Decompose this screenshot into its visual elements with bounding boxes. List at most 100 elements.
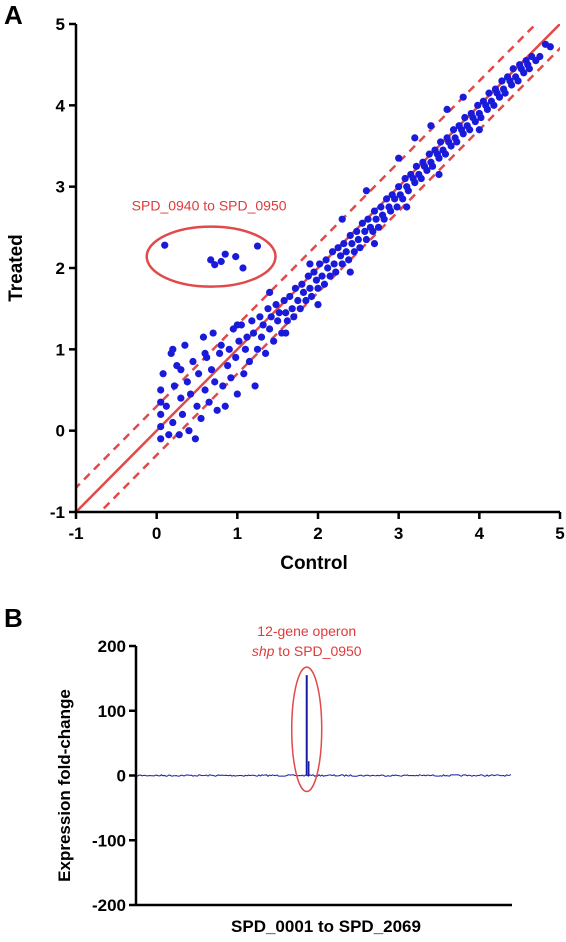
data-point <box>336 252 345 260</box>
data-point <box>346 268 354 276</box>
x-tick-label: 3 <box>394 524 403 543</box>
data-point <box>235 337 243 345</box>
data-point <box>508 81 516 89</box>
data-point <box>267 313 275 321</box>
data-point <box>264 305 272 313</box>
outlier-point <box>253 242 262 250</box>
data-point <box>346 231 354 240</box>
data-point <box>395 154 403 162</box>
data-point <box>374 223 383 231</box>
data-point <box>312 276 320 284</box>
outlier-point <box>207 256 215 264</box>
data-point <box>201 386 209 394</box>
y-tick-label: 1 <box>56 340 65 359</box>
data-point <box>257 333 266 341</box>
data-point <box>157 410 165 418</box>
data-point <box>525 65 533 73</box>
data-point <box>165 431 173 439</box>
x-tick-label: 2 <box>313 524 322 543</box>
data-point <box>162 402 170 410</box>
data-point <box>342 248 350 256</box>
data-point <box>435 154 443 162</box>
data-point <box>280 296 288 305</box>
data-point <box>282 329 290 337</box>
data-point <box>348 240 356 248</box>
data-point <box>256 313 264 321</box>
y-tick-label: -1 <box>50 503 65 522</box>
y-axis-title: Treated <box>6 234 27 302</box>
data-point <box>447 142 455 150</box>
data-point <box>266 325 274 333</box>
data-point <box>322 256 330 264</box>
data-point <box>401 174 409 183</box>
data-point <box>370 207 379 215</box>
outlier-point <box>221 250 229 258</box>
data-point <box>377 203 385 211</box>
data-point <box>266 288 274 296</box>
data-point <box>435 170 443 179</box>
data-point <box>169 345 177 353</box>
fold-change-panel: 12-gene operon shp to SPD_0950 200 100 0 -1… <box>55 623 512 936</box>
data-point <box>477 113 485 122</box>
data-point <box>425 150 433 158</box>
data-point <box>291 284 300 292</box>
data-point <box>318 272 326 280</box>
data-point <box>207 366 216 374</box>
data-point <box>354 235 362 244</box>
data-point <box>490 101 498 109</box>
data-point <box>205 398 213 406</box>
data-point <box>362 187 370 195</box>
data-point <box>404 187 412 195</box>
outlier-point <box>161 241 169 249</box>
data-point <box>399 195 407 203</box>
data-point <box>338 215 346 223</box>
data-point <box>302 296 310 305</box>
data-point <box>350 248 358 256</box>
data-point <box>288 305 296 313</box>
data-point <box>345 256 353 264</box>
data-point <box>326 272 334 280</box>
data-point <box>282 309 290 317</box>
data-point <box>461 113 469 122</box>
data-point <box>353 227 361 235</box>
data-point <box>249 329 258 337</box>
data-point <box>427 122 435 130</box>
data-point <box>178 410 187 418</box>
data-point <box>183 378 191 386</box>
x-tick-label: 4 <box>475 524 485 543</box>
data-point <box>211 378 219 386</box>
data-point <box>514 77 522 85</box>
data-point <box>169 418 177 427</box>
data-point <box>330 260 338 268</box>
data-point <box>332 268 340 276</box>
data-point <box>370 240 379 248</box>
data-point <box>213 406 221 414</box>
upper-threshold-line <box>76 24 538 490</box>
operon-annotation-range: to SPD_0950 <box>274 643 361 659</box>
y-tick-label: 5 <box>56 15 65 34</box>
y-axis-title-b: Expression fold-change <box>55 689 74 882</box>
data-point <box>356 244 364 252</box>
data-point <box>306 284 314 292</box>
data-point <box>387 207 395 215</box>
data-point <box>501 89 509 97</box>
data-point <box>181 341 189 349</box>
data-point <box>382 195 391 203</box>
data-point <box>391 195 399 203</box>
x-tick-label: 1 <box>233 524 242 543</box>
data-point <box>361 227 369 235</box>
data-point <box>338 260 346 268</box>
data-point <box>274 317 282 325</box>
data-point <box>441 150 450 158</box>
data-point <box>219 382 227 390</box>
data-point <box>411 134 419 142</box>
panel-letter-b: B <box>4 603 23 633</box>
fold-change-trace <box>135 773 512 777</box>
data-point <box>251 382 259 390</box>
outlier-point <box>211 261 219 269</box>
data-point <box>283 317 291 325</box>
data-point <box>286 292 294 301</box>
data-point <box>306 260 314 268</box>
data-point <box>232 353 240 362</box>
data-point <box>443 105 451 113</box>
